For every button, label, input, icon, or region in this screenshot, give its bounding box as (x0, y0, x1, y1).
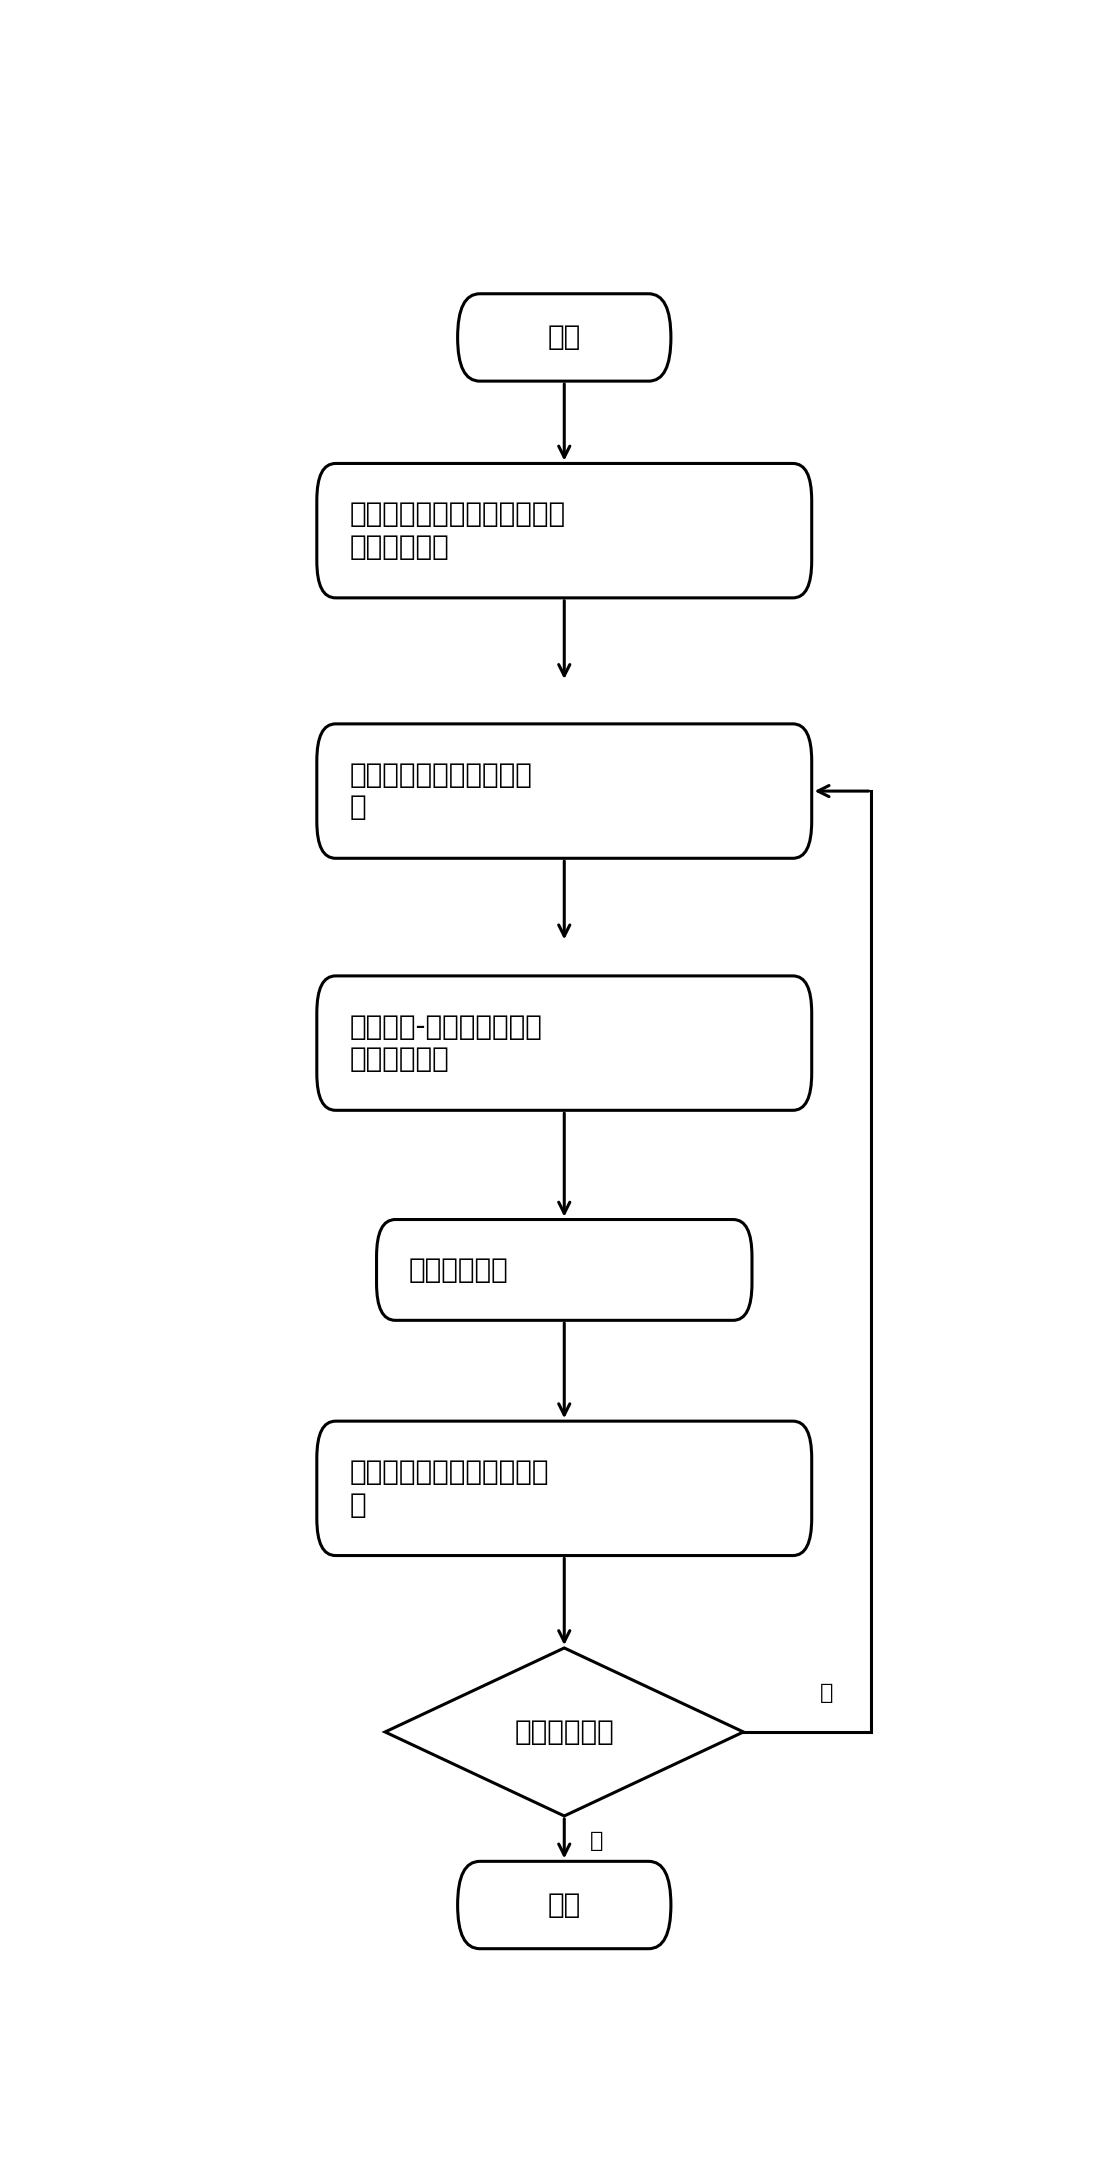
FancyBboxPatch shape (317, 463, 811, 598)
Text: 开始: 开始 (547, 323, 581, 351)
Text: 否: 否 (820, 1682, 833, 1704)
FancyBboxPatch shape (317, 975, 811, 1111)
FancyBboxPatch shape (317, 724, 811, 858)
Text: 脉冲是否结束: 脉冲是否结束 (514, 1717, 614, 1746)
Text: 结束: 结束 (547, 1892, 581, 1918)
Text: 初始化温度与场效应管的静态
工作点的确定: 初始化温度与场效应管的静态 工作点的确定 (349, 500, 565, 561)
Text: 是: 是 (590, 1831, 603, 1850)
FancyBboxPatch shape (317, 1420, 811, 1556)
FancyBboxPatch shape (458, 295, 671, 382)
Text: 使用漂移-扩散模型计算场
效应管的电流: 使用漂移-扩散模型计算场 效应管的电流 (349, 1012, 542, 1074)
Text: 使用波动方程计算电场分
布: 使用波动方程计算电场分 布 (349, 762, 532, 820)
Polygon shape (385, 1647, 743, 1815)
Text: 计算场效应管内部的温度分
布: 计算场效应管内部的温度分 布 (349, 1458, 548, 1519)
Text: 计算耗散功率: 计算耗散功率 (408, 1257, 509, 1283)
FancyBboxPatch shape (377, 1220, 752, 1320)
FancyBboxPatch shape (458, 1861, 671, 1949)
